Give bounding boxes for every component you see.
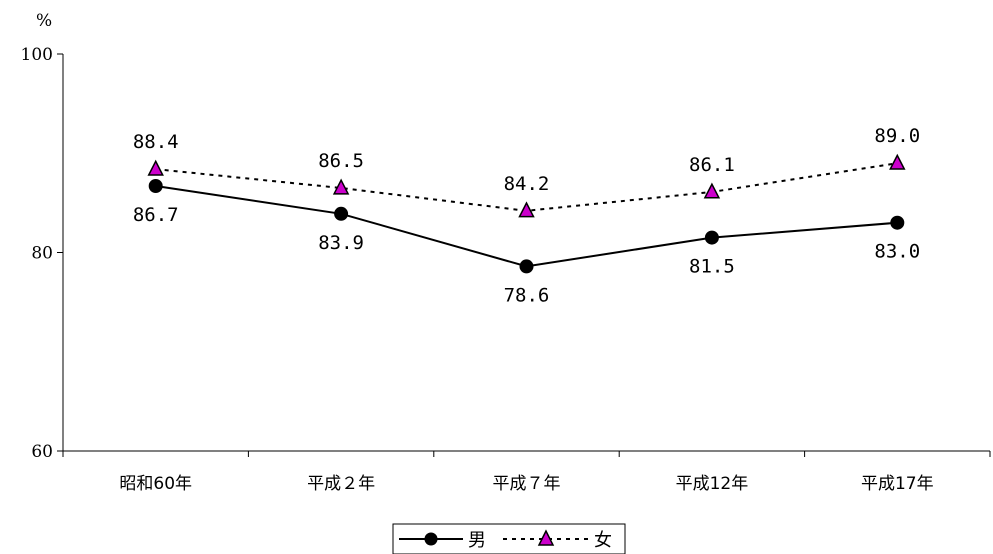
data-point-circle <box>519 259 534 274</box>
data-label: 81.5 <box>689 256 735 278</box>
y-axis-unit-label: % <box>36 11 52 31</box>
series-female: 88.4 86.5 84.2 86.1 89.0 <box>133 125 920 218</box>
data-label: 83.9 <box>318 232 364 254</box>
x-tick-label: 平成12年 <box>676 474 749 494</box>
legend-marker-female <box>537 529 555 546</box>
legend-label-female: 女 <box>594 530 612 551</box>
data-label: 86.7 <box>133 204 179 226</box>
legend-label-male: 男 <box>468 530 486 551</box>
y-tick-label: 60 <box>31 442 53 462</box>
series-line <box>155 162 898 212</box>
data-point-circle <box>148 179 163 194</box>
data-label: 84.2 <box>504 173 550 195</box>
legend-marker-male <box>424 532 438 546</box>
data-label: 86.1 <box>689 154 735 176</box>
legend: 男女 <box>392 523 626 554</box>
data-point-triangle <box>147 159 164 176</box>
data-label: 83.0 <box>874 241 920 263</box>
x-axis-ticks: 昭和60年 平成２年 平成７年 平成12年 平成17年 <box>62 451 991 494</box>
data-point-circle <box>890 215 905 230</box>
data-label: 88.4 <box>133 131 179 153</box>
data-label: 89.0 <box>874 125 920 147</box>
x-tick-label: 平成７年 <box>493 474 561 494</box>
y-tick-label: 80 <box>31 244 53 264</box>
x-tick-label: 昭和60年 <box>119 474 192 494</box>
x-tick-label: 平成２年 <box>307 474 375 494</box>
data-point-circle <box>334 206 349 221</box>
series-male: 86.7 83.9 78.6 81.5 83.0 <box>133 179 920 306</box>
x-tick-label: 平成17年 <box>861 474 934 494</box>
data-point-triangle <box>703 182 721 199</box>
data-point-triangle <box>332 178 350 195</box>
data-point-triangle <box>518 201 535 218</box>
data-label: 86.5 <box>318 150 364 172</box>
y-axis-ticks: 60 80 100 <box>21 45 63 462</box>
y-tick-label: 100 <box>21 45 53 65</box>
axes <box>62 54 990 452</box>
data-label: 78.6 <box>504 284 550 306</box>
series-line <box>155 185 898 268</box>
data-point-triangle <box>889 153 906 170</box>
data-point-circle <box>704 230 719 245</box>
series-layer: 86.7 83.9 78.6 81.5 83.0 88.4 86.5 84.2 86.1 89.0 <box>133 125 920 306</box>
